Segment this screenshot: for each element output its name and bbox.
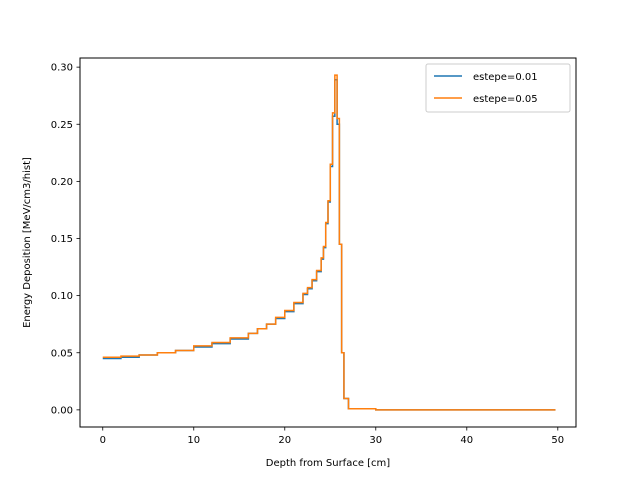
x-ticks: 0 10 20 30 40 50 xyxy=(100,427,564,446)
x-tick-label: 40 xyxy=(460,435,473,446)
x-axis-label: Depth from Surface [cm] xyxy=(266,458,391,469)
x-tick-label: 50 xyxy=(551,435,564,446)
legend-label-2: estepe=0.05 xyxy=(473,94,538,105)
legend-label-1: estepe=0.01 xyxy=(473,72,538,83)
series-layer xyxy=(102,74,556,411)
y-tick-label: 0.10 xyxy=(51,291,73,302)
y-tick-label: 0.25 xyxy=(51,120,73,131)
y-axis-label: Energy Deposition [MeV/cm3/hist] xyxy=(22,157,33,328)
legend: estepe=0.01 estepe=0.05 xyxy=(425,63,571,113)
plot-frame xyxy=(79,57,577,428)
y-tick-label: 0.30 xyxy=(51,63,73,74)
series-line-2 xyxy=(102,74,556,411)
y-tick-label: 0.00 xyxy=(51,405,73,416)
y-ticks: 0.00 0.05 0.10 0.15 0.20 0.25 0.30 xyxy=(51,63,80,416)
x-tick-label: 10 xyxy=(187,435,200,446)
x-tick-label: 20 xyxy=(278,435,291,446)
x-tick-label: 30 xyxy=(369,435,382,446)
y-tick-label: 0.20 xyxy=(51,177,73,188)
series-line-1 xyxy=(102,78,556,411)
x-tick-label: 0 xyxy=(100,435,106,446)
y-tick-label: 0.15 xyxy=(51,234,73,245)
y-tick-label: 0.05 xyxy=(51,348,73,359)
